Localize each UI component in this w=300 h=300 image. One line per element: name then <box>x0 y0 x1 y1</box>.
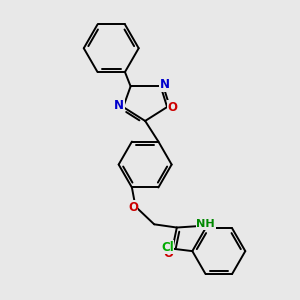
Text: N: N <box>114 99 124 112</box>
Text: Cl: Cl <box>161 241 174 254</box>
Text: O: O <box>163 247 173 260</box>
Text: N: N <box>160 78 170 91</box>
Text: NH: NH <box>196 219 215 229</box>
Text: O: O <box>128 201 138 214</box>
Text: O: O <box>167 100 177 113</box>
